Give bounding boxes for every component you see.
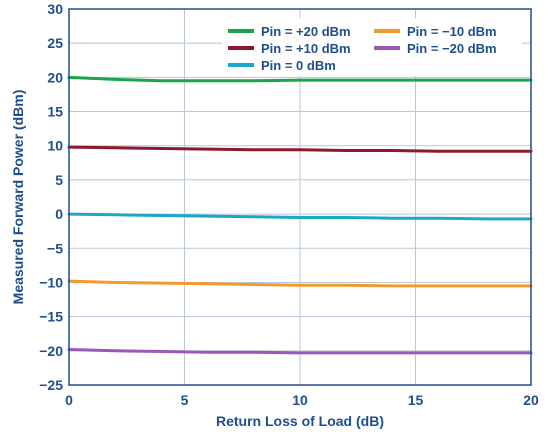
y-tick-label: −25 — [39, 377, 63, 393]
legend-label: Pin = 0 dBm — [261, 58, 336, 73]
y-tick-label: −15 — [39, 309, 63, 325]
x-tick-label: 15 — [408, 392, 424, 408]
legend-label: Pin = +20 dBm — [261, 24, 351, 39]
x-tick-label: 5 — [181, 392, 189, 408]
series-line — [67, 75, 533, 83]
legend-label: Pin = −20 dBm — [407, 41, 497, 56]
x-tick-label: 0 — [65, 392, 73, 408]
y-tick-label: 10 — [47, 138, 63, 154]
x-tick-label: 10 — [292, 392, 308, 408]
legend: Pin = +20 dBm Pin = +10 dBm Pin = 0 dBm Pin… — [228, 24, 497, 73]
series-line — [67, 348, 533, 355]
x-tick-label: 20 — [523, 392, 539, 408]
x-axis-label: Return Loss of Load (dB) — [216, 413, 384, 429]
y-tick-label: 25 — [47, 35, 63, 51]
y-axis-ticks: −25 −20 −15 −10 −5 0 5 10 15 20 25 30 — [39, 1, 63, 393]
y-tick-label: −5 — [47, 240, 63, 256]
y-tick-label: −10 — [39, 274, 63, 290]
y-tick-label: 20 — [47, 69, 63, 85]
legend-label: Pin = +10 dBm — [261, 41, 351, 56]
series-line — [67, 212, 533, 221]
y-tick-label: 30 — [47, 1, 63, 17]
series-lines — [67, 75, 533, 355]
series-line — [67, 279, 533, 288]
y-axis-label: Measured Forward Power (dBm) — [10, 90, 26, 305]
y-tick-label: 0 — [55, 206, 63, 222]
legend-label: Pin = −10 dBm — [407, 24, 497, 39]
plot-frame — [68, 8, 532, 386]
x-axis-ticks: 0 5 10 15 20 — [65, 392, 539, 408]
y-tick-label: 15 — [47, 104, 63, 120]
series-line — [67, 145, 533, 153]
y-tick-label: 5 — [55, 172, 63, 188]
y-tick-label: −20 — [39, 343, 63, 359]
legend-background — [222, 18, 522, 76]
